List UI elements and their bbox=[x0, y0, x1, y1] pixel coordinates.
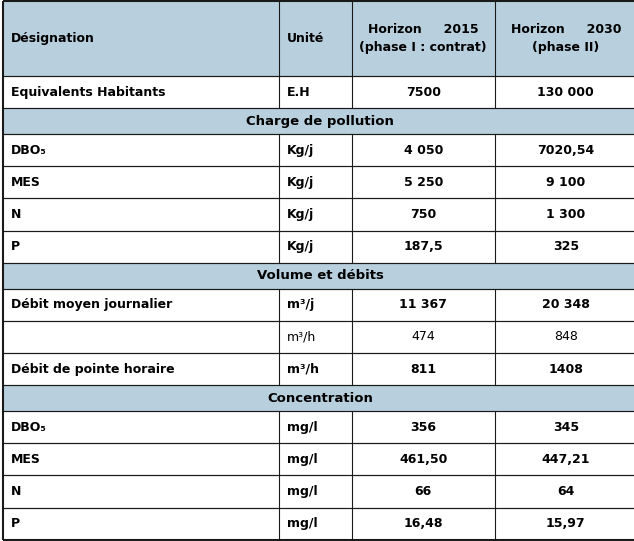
Text: 848: 848 bbox=[554, 331, 578, 344]
Text: Désignation: Désignation bbox=[11, 32, 94, 45]
Text: 356: 356 bbox=[410, 420, 436, 433]
Bar bbox=[3, 76, 634, 108]
Text: DBO₅: DBO₅ bbox=[11, 420, 47, 433]
Bar bbox=[3, 443, 634, 476]
Text: N: N bbox=[11, 485, 21, 498]
Bar bbox=[3, 166, 634, 199]
Text: m³/h: m³/h bbox=[287, 331, 316, 344]
Text: Kg/j: Kg/j bbox=[287, 176, 314, 189]
Bar bbox=[3, 476, 634, 507]
Text: mg/l: mg/l bbox=[287, 453, 317, 466]
Bar bbox=[3, 134, 634, 166]
Text: 187,5: 187,5 bbox=[403, 240, 443, 253]
Text: P: P bbox=[11, 240, 20, 253]
Bar bbox=[3, 199, 634, 231]
Text: 130 000: 130 000 bbox=[538, 86, 594, 99]
Text: 11 367: 11 367 bbox=[399, 298, 447, 311]
Text: 66: 66 bbox=[415, 485, 432, 498]
Text: m³/h: m³/h bbox=[287, 362, 318, 375]
Bar bbox=[3, 1, 634, 76]
Text: 20 348: 20 348 bbox=[542, 298, 590, 311]
Bar bbox=[3, 108, 634, 134]
Bar bbox=[3, 231, 634, 263]
Text: P: P bbox=[11, 517, 20, 530]
Text: 447,21: 447,21 bbox=[541, 453, 590, 466]
Text: mg/l: mg/l bbox=[287, 485, 317, 498]
Text: Kg/j: Kg/j bbox=[287, 240, 314, 253]
Text: 461,50: 461,50 bbox=[399, 453, 448, 466]
Text: 750: 750 bbox=[410, 208, 436, 221]
Text: Unité: Unité bbox=[287, 32, 324, 45]
Text: E.H: E.H bbox=[287, 86, 310, 99]
Text: 64: 64 bbox=[557, 485, 574, 498]
Text: 345: 345 bbox=[553, 420, 579, 433]
Bar bbox=[3, 385, 634, 411]
Text: 4 050: 4 050 bbox=[403, 143, 443, 156]
Text: DBO₅: DBO₅ bbox=[11, 143, 47, 156]
Text: MES: MES bbox=[11, 176, 41, 189]
Text: Horizon     2030
(phase II): Horizon 2030 (phase II) bbox=[510, 23, 621, 54]
Bar bbox=[3, 288, 634, 321]
Text: 5 250: 5 250 bbox=[403, 176, 443, 189]
Text: Débit de pointe horaire: Débit de pointe horaire bbox=[11, 362, 174, 375]
Text: mg/l: mg/l bbox=[287, 420, 317, 433]
Text: Volume et débits: Volume et débits bbox=[257, 269, 384, 282]
Text: Equivalents Habitants: Equivalents Habitants bbox=[11, 86, 165, 99]
Bar bbox=[3, 263, 634, 288]
Text: Kg/j: Kg/j bbox=[287, 208, 314, 221]
Text: 9 100: 9 100 bbox=[547, 176, 585, 189]
Text: Horizon     2015
(phase I : contrat): Horizon 2015 (phase I : contrat) bbox=[359, 23, 487, 54]
Text: 474: 474 bbox=[411, 331, 435, 344]
Text: 1 300: 1 300 bbox=[547, 208, 585, 221]
Text: Concentration: Concentration bbox=[268, 392, 373, 405]
Bar bbox=[3, 411, 634, 443]
Bar bbox=[3, 353, 634, 385]
Text: 811: 811 bbox=[410, 362, 436, 375]
Text: 1408: 1408 bbox=[548, 362, 583, 375]
Bar bbox=[3, 507, 634, 540]
Text: N: N bbox=[11, 208, 21, 221]
Text: Débit moyen journalier: Débit moyen journalier bbox=[11, 298, 172, 311]
Text: Charge de pollution: Charge de pollution bbox=[246, 115, 394, 128]
Text: 325: 325 bbox=[553, 240, 579, 253]
Bar bbox=[3, 321, 634, 353]
Text: 16,48: 16,48 bbox=[403, 517, 443, 530]
Text: 7500: 7500 bbox=[406, 86, 441, 99]
Text: 15,97: 15,97 bbox=[546, 517, 586, 530]
Text: m³/j: m³/j bbox=[287, 298, 314, 311]
Text: Kg/j: Kg/j bbox=[287, 143, 314, 156]
Text: MES: MES bbox=[11, 453, 41, 466]
Text: mg/l: mg/l bbox=[287, 517, 317, 530]
Text: 7020,54: 7020,54 bbox=[537, 143, 595, 156]
